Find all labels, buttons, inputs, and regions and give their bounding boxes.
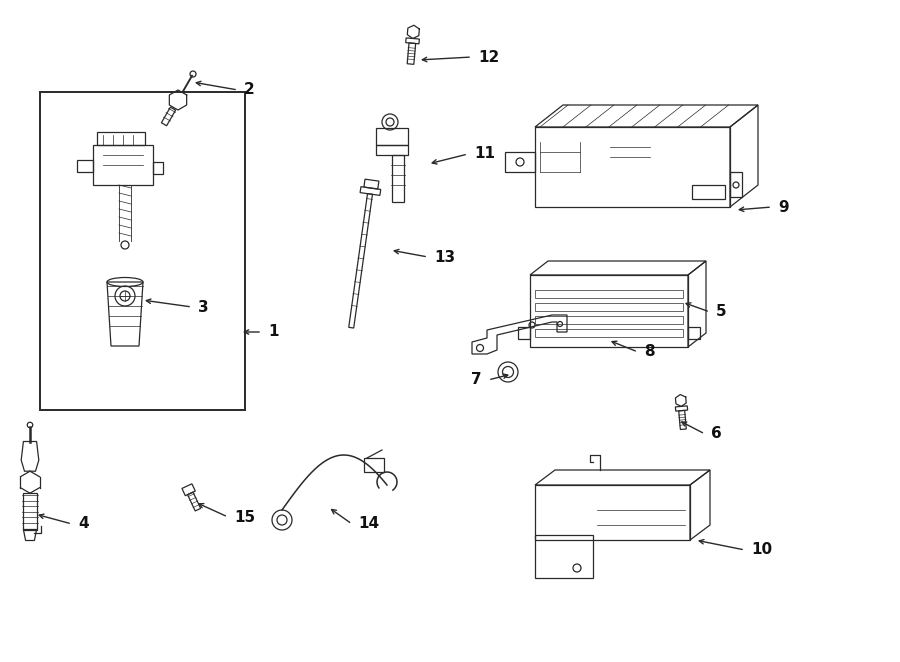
Text: 6: 6	[711, 426, 722, 442]
Bar	[535, 316, 683, 324]
Bar	[535, 329, 683, 337]
Text: 13: 13	[434, 250, 455, 265]
Text: 1: 1	[268, 324, 278, 340]
Bar	[40, 92, 245, 410]
Text: 11: 11	[474, 146, 495, 162]
Text: 3: 3	[198, 299, 209, 314]
Text: 7: 7	[472, 373, 482, 387]
Text: 4: 4	[78, 516, 88, 532]
Bar	[535, 303, 683, 311]
Text: 14: 14	[358, 516, 379, 532]
Text: 2: 2	[244, 83, 255, 97]
Text: 8: 8	[644, 344, 654, 359]
Text: 15: 15	[234, 510, 255, 524]
Bar	[535, 290, 683, 298]
Text: 5: 5	[716, 305, 726, 320]
Text: 12: 12	[478, 50, 500, 64]
Text: 10: 10	[751, 542, 772, 557]
Text: 9: 9	[778, 199, 788, 214]
